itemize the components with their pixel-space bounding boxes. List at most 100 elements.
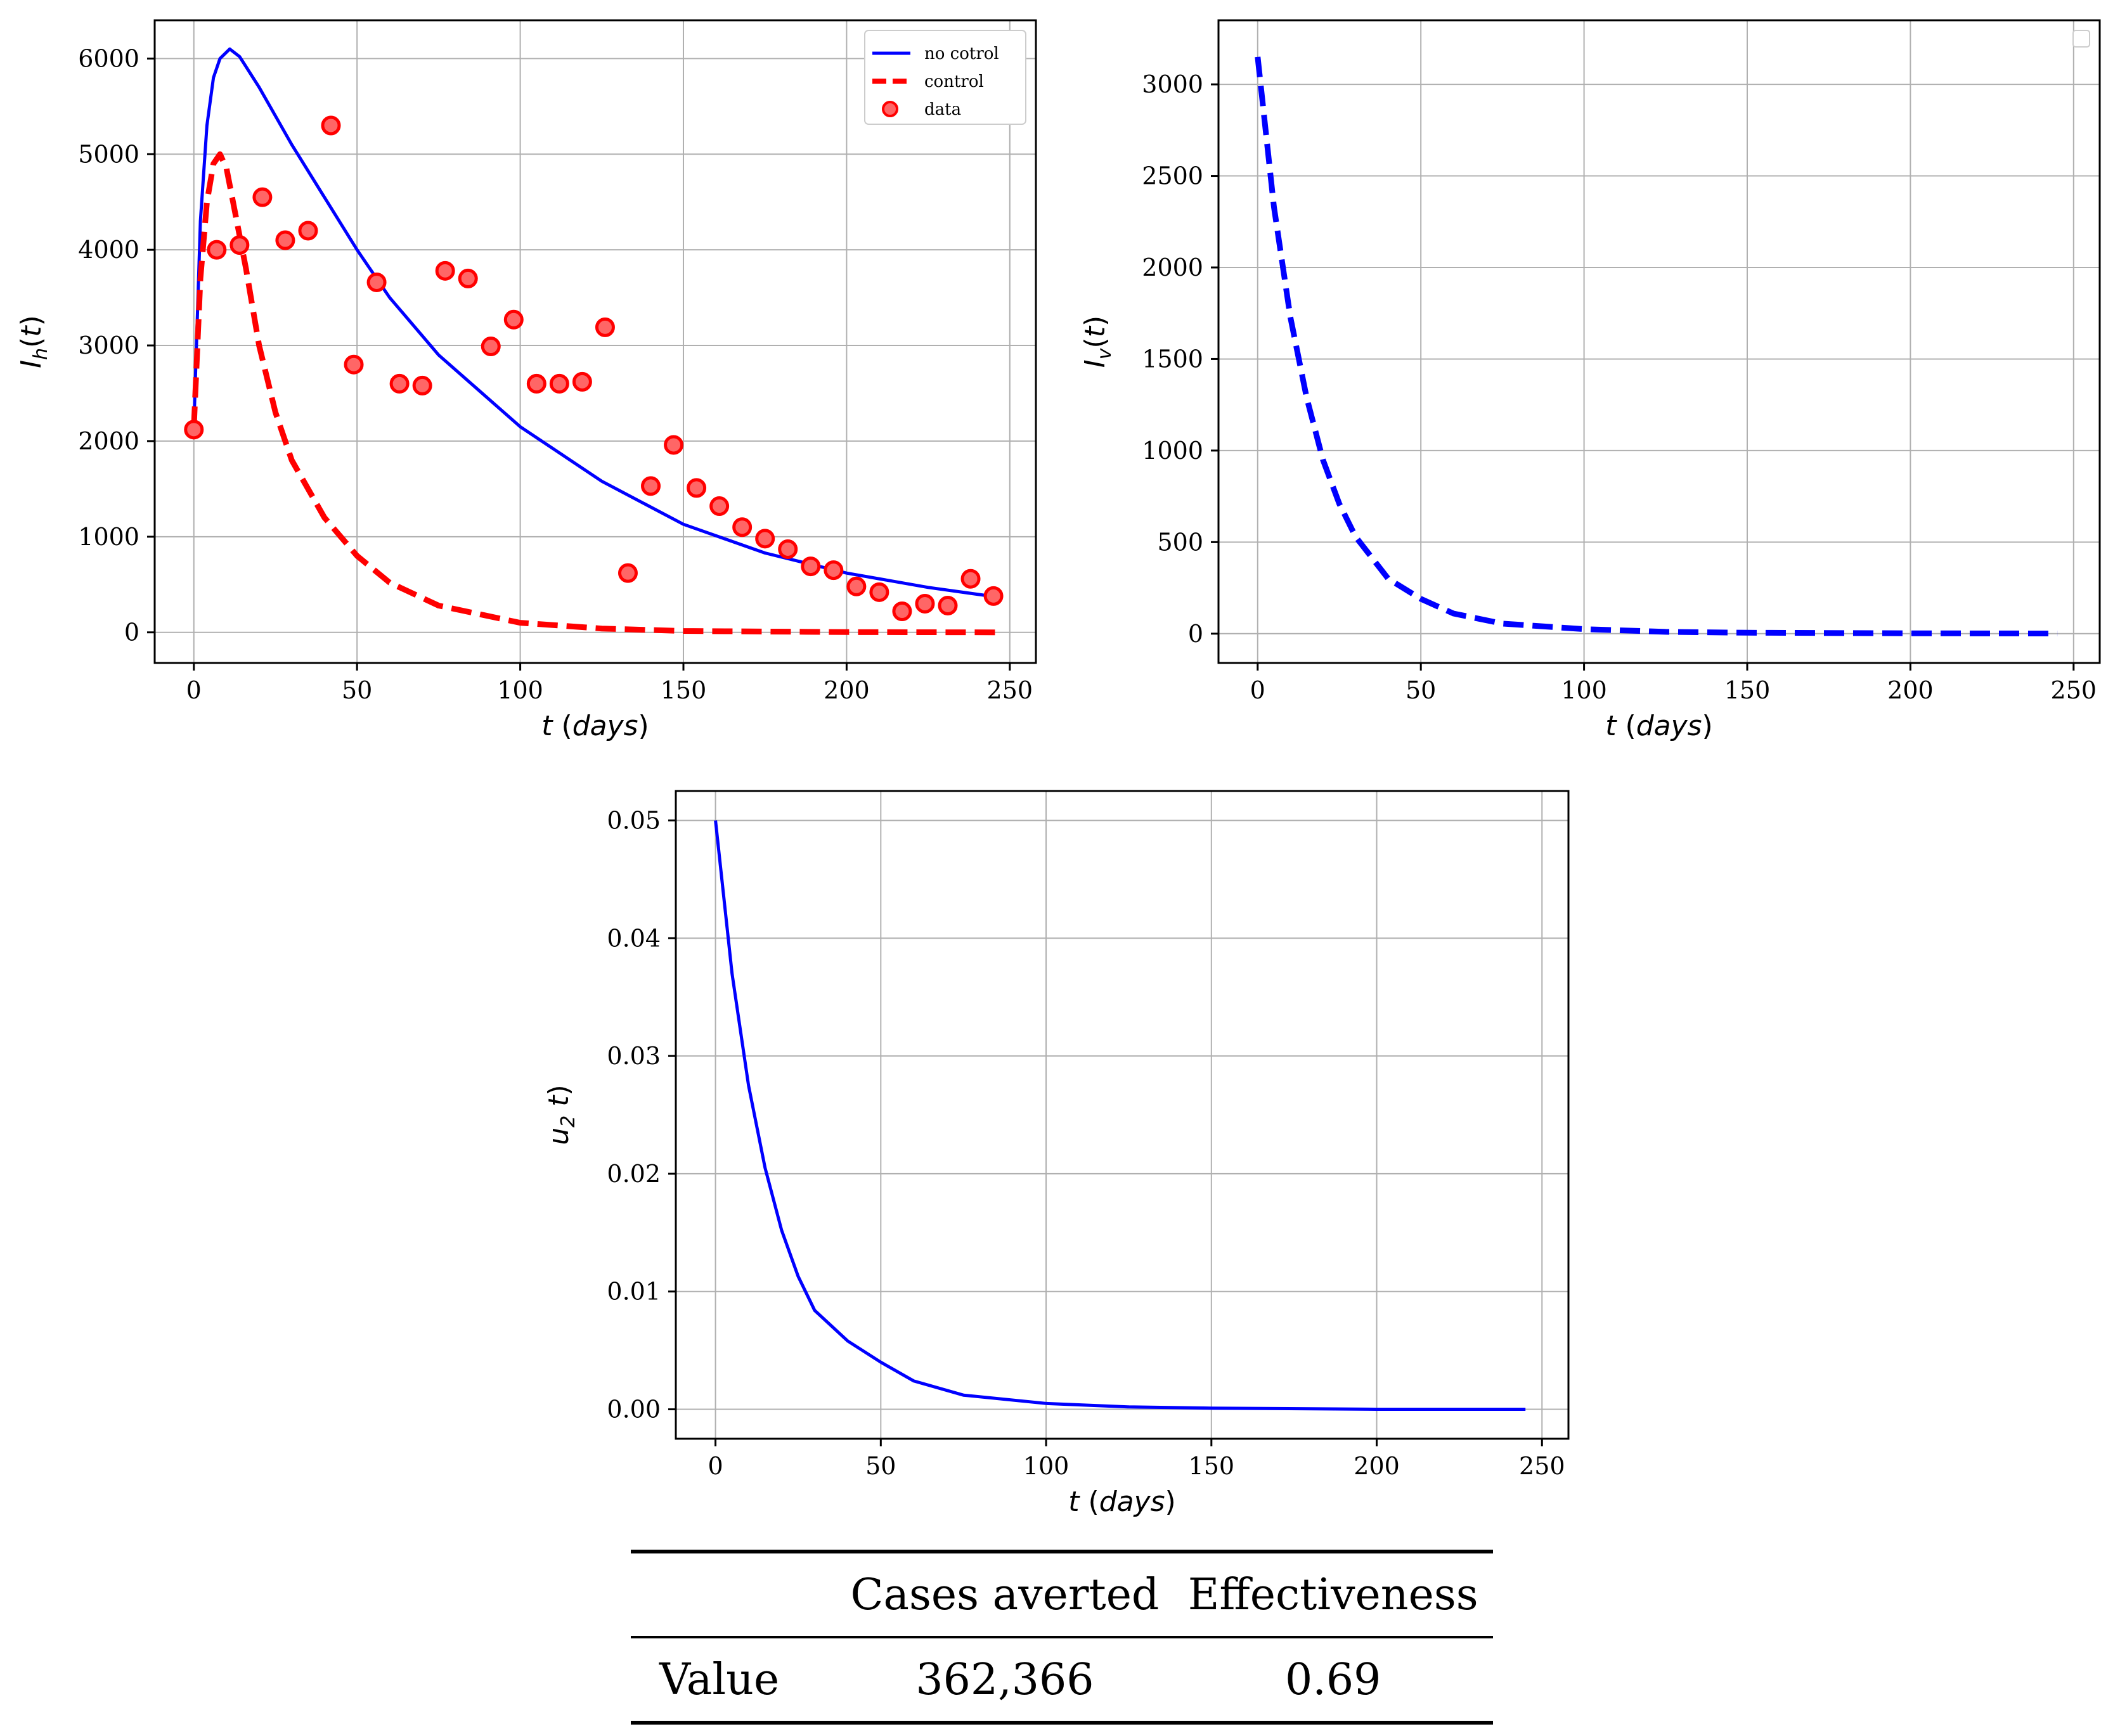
y-tick-label: 1500 [1142,345,1203,373]
chart-3: 0 50 100 150 200 250 0.00 0.01 0.02 0.03 0.04 0.05 t… [543,790,1570,1518]
data-point [641,476,661,496]
table-header-cases-averted: Cases averted [850,1569,1160,1620]
data-point [298,221,318,241]
x-tick-label: 0 [708,1452,723,1480]
x-tick-label: 250 [2051,676,2097,704]
y-axis-label-t: t [1079,325,1111,337]
series-line-u2 [714,820,1526,1411]
data-point [960,569,981,589]
y-tick-label: 2500 [1142,162,1203,190]
data-point [801,556,821,577]
x-axis-label-unit: days [1099,1486,1165,1518]
y-tick-label: 1000 [78,523,139,551]
x-axis-label: t (days) [1605,710,1712,742]
data-point [229,235,250,255]
y-axis-label-t: t [543,1095,575,1107]
figure: 0 50 100 150 200 2500100020003000400050006000… [15,19,2101,1518]
x-tick-label: 50 [342,676,372,704]
series-line-i-v [1255,56,2058,636]
x-axis-label-unit: days [572,710,638,742]
series-line-control [191,151,997,636]
y-axis-label-sub: v [1094,347,1116,359]
y-tick-label: 3000 [78,331,139,359]
series-line-no-cotrol [192,47,997,599]
y-axis-label-open: ( [1079,337,1111,348]
data-point [732,517,753,537]
x-tick-label: 0 [1250,676,1265,704]
y-axis-label-close: ) [15,315,48,326]
x-tick-label: 100 [1561,676,1607,704]
data-point [321,115,341,136]
results-table: Cases averted Effectiveness Value 362,36… [631,1550,1493,1725]
legend-marker [882,101,898,117]
axes-frame [1217,19,2101,664]
data-point [915,593,935,614]
data-point [252,187,273,207]
table-header-empty [631,1552,836,1637]
data-point [778,539,798,559]
y-tick-label: 0.04 [607,924,661,952]
y-axis-label-close: ) [1079,316,1111,326]
y-axis-label-open [543,1107,575,1116]
data-point [549,373,569,394]
x-axis-label: t (days) [1068,1486,1175,1518]
x-tick-label: 50 [1406,676,1436,704]
y-axis-label-var: u [543,1128,575,1145]
data-point [892,601,912,622]
data-point [366,272,387,292]
axes-frame [675,790,1570,1440]
x-axis-label-paren: ) [638,710,649,742]
y-axis-label-var: I [15,360,48,368]
table-row: Value 362,366 0.69 [631,1637,1493,1723]
y-axis-label-sub: h [30,348,52,360]
x-tick-label: 250 [1519,1452,1565,1480]
x-tick-label: 200 [1887,676,1934,704]
x-axis-label: t (days) [541,710,649,742]
data-point [481,337,501,357]
y-tick-label: 0.05 [607,806,661,834]
x-tick-label: 200 [824,676,870,704]
legend-label: no cotrol [924,44,999,63]
data-point [938,595,958,615]
legend-label: control [924,72,984,91]
data-point [435,260,455,281]
data-point [664,435,684,455]
data-point [983,586,1004,606]
data-point [846,576,867,596]
y-axis-label-t: t [15,325,48,337]
y-tick-label: 2000 [1142,254,1203,281]
table-cell-effectiveness: 0.69 [1285,1654,1381,1705]
y-axis-label: u2 t) [543,1084,579,1145]
x-tick-label: 150 [1724,676,1771,704]
data-point [344,354,364,375]
x-axis-label-paren: ) [1165,1486,1176,1518]
data-point [207,240,227,260]
y-tick-label: 0 [1188,620,1203,648]
legend-box-empty [2072,30,2090,48]
data-point [755,529,775,549]
legend-label: data [924,100,961,119]
y-axis-label: Iv(t) [1079,316,1116,368]
y-axis-label-var: I [1079,359,1111,368]
x-axis-label-unit: days [1636,710,1702,742]
y-tick-label: 0.01 [607,1278,661,1306]
table-cell-cases-averted: 362,366 [915,1654,1094,1705]
y-tick-label: 500 [1157,528,1203,556]
y-axis-label-open: ( [15,337,48,348]
y-tick-label: 3000 [1142,70,1203,98]
table-header-effectiveness: Effectiveness [1187,1569,1478,1620]
data-point [572,371,592,392]
table-row-label: Value [659,1654,780,1705]
y-tick-label: 1000 [1142,437,1203,465]
y-tick-label: 0.00 [607,1396,661,1424]
data-point [869,582,889,602]
y-tick-label: 4000 [78,236,139,264]
data-point [709,496,730,517]
data-point [275,230,295,250]
y-tick-label: 6000 [78,44,139,72]
y-tick-label: 2000 [78,427,139,455]
y-axis-label-close: ) [543,1084,575,1095]
x-tick-label: 100 [497,676,543,704]
y-tick-label: 0.02 [607,1160,661,1188]
x-tick-label: 0 [186,676,202,704]
